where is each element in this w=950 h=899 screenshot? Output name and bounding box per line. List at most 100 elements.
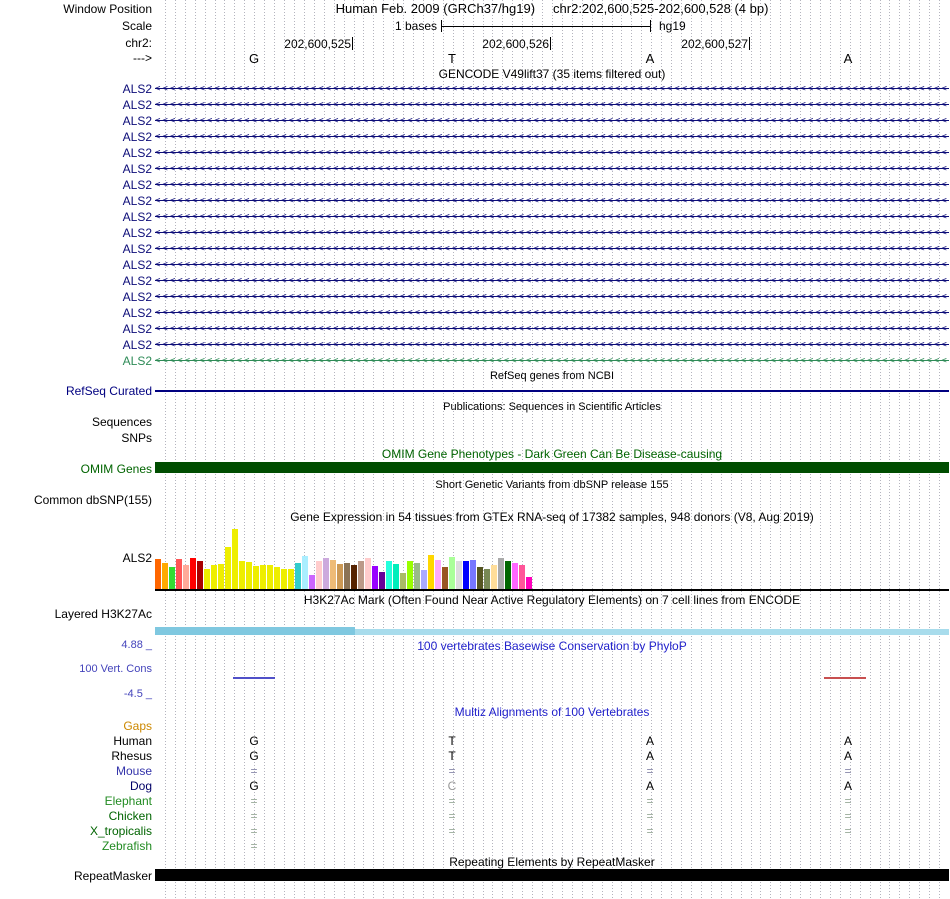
gtex-expression-bar [260, 565, 266, 589]
gene-label[interactable]: ALS2 [122, 354, 152, 368]
gene-label[interactable]: ALS2 [122, 82, 152, 96]
alignment-row-x_tropicalis: X_tropicalis = = = = [0, 824, 950, 839]
gene-label[interactable]: ALS2 [122, 306, 152, 320]
gencode-transcript-row: ALS2 <<<<<<<<<<<<<<<<<<<<<<<<<<<<<<<<<<<<… [0, 257, 950, 273]
omim-genes-bar[interactable] [155, 462, 949, 473]
transcript-line[interactable]: <<<<<<<<<<<<<<<<<<<<<<<<<<<<<<<<<<<<<<<<… [155, 356, 949, 366]
phylop-track-label[interactable]: 100 Vert. Cons [79, 663, 152, 675]
gencode-transcript-row: ALS2 <<<<<<<<<<<<<<<<<<<<<<<<<<<<<<<<<<<<… [0, 289, 950, 305]
gene-label[interactable]: ALS2 [122, 210, 152, 224]
gtex-expression-bar [456, 561, 462, 589]
refseq-curated-label[interactable]: RefSeq Curated [65, 384, 152, 398]
gtex-title: Gene Expression in 54 tissues from GTEx … [290, 510, 814, 524]
transcript-line[interactable]: <<<<<<<<<<<<<<<<<<<<<<<<<<<<<<<<<<<<<<<<… [155, 244, 949, 254]
repeatmasker-label[interactable]: RepeatMasker [73, 869, 152, 883]
coordinate-tick-label: 202,600,526 [482, 36, 549, 51]
species-label[interactable]: Rhesus [111, 749, 152, 763]
refseq-track-line[interactable] [155, 390, 949, 392]
grid-guideline [661, 0, 663, 899]
gene-label[interactable]: ALS2 [122, 322, 152, 336]
snps-label[interactable]: SNPs [121, 431, 152, 445]
alignment-base: T [448, 734, 456, 748]
transcript-line[interactable]: <<<<<<<<<<<<<<<<<<<<<<<<<<<<<<<<<<<<<<<<… [155, 148, 949, 158]
omim-genes-label[interactable]: OMIM Genes [80, 462, 152, 476]
gene-label[interactable]: ALS2 [122, 162, 152, 176]
grid-guideline [234, 0, 236, 899]
species-label[interactable]: Human [113, 734, 152, 748]
gene-label[interactable]: ALS2 [122, 178, 152, 192]
transcript-line[interactable]: <<<<<<<<<<<<<<<<<<<<<<<<<<<<<<<<<<<<<<<<… [155, 308, 949, 318]
grid-guideline [542, 0, 544, 899]
gencode-transcript-row: ALS2 <<<<<<<<<<<<<<<<<<<<<<<<<<<<<<<<<<<<… [0, 209, 950, 225]
gene-label[interactable]: ALS2 [122, 98, 152, 112]
gtex-expression-bar [484, 569, 490, 589]
gene-label[interactable]: ALS2 [122, 194, 152, 208]
transcript-line[interactable]: <<<<<<<<<<<<<<<<<<<<<<<<<<<<<<<<<<<<<<<<… [155, 116, 949, 126]
gene-label[interactable]: ALS2 [122, 290, 152, 304]
gencode-transcript-row: ALS2 <<<<<<<<<<<<<<<<<<<<<<<<<<<<<<<<<<<<… [0, 241, 950, 257]
dbsnp-label[interactable]: Common dbSNP(155) [33, 493, 152, 507]
grid-guideline [403, 0, 405, 899]
species-label[interactable]: Chicken [108, 809, 152, 823]
repeatmasker-bar[interactable] [155, 869, 949, 881]
gtex-baseline [155, 589, 949, 591]
gtex-expression-bar [358, 561, 364, 589]
range-title: chr2:202,600,525-202,600,528 (4 bp) [553, 1, 769, 16]
gtex-gene-label[interactable]: ALS2 [122, 551, 152, 565]
grid-guideline [274, 0, 276, 899]
gene-label[interactable]: ALS2 [122, 114, 152, 128]
gtex-expression-bar [505, 561, 511, 589]
species-label[interactable]: Zebrafish [101, 839, 152, 853]
gtex-expression-bar [295, 563, 301, 589]
transcript-line[interactable]: <<<<<<<<<<<<<<<<<<<<<<<<<<<<<<<<<<<<<<<<… [155, 100, 949, 110]
transcript-line[interactable]: <<<<<<<<<<<<<<<<<<<<<<<<<<<<<<<<<<<<<<<<… [155, 196, 949, 206]
transcript-line[interactable]: <<<<<<<<<<<<<<<<<<<<<<<<<<<<<<<<<<<<<<<<… [155, 212, 949, 222]
gencode-transcript-row: ALS2 <<<<<<<<<<<<<<<<<<<<<<<<<<<<<<<<<<<<… [0, 337, 950, 353]
h3k27ac-title: H3K27Ac Mark (Often Found Near Active Re… [303, 593, 801, 607]
transcript-line[interactable]: <<<<<<<<<<<<<<<<<<<<<<<<<<<<<<<<<<<<<<<<… [155, 84, 949, 94]
h3k27ac-label[interactable]: Layered H3K27Ac [54, 607, 152, 621]
h3k27ac-signal-strong[interactable] [155, 627, 355, 635]
grid-guideline [512, 0, 514, 899]
coordinate-tick-label: 202,600,525 [284, 36, 351, 51]
transcript-line[interactable]: <<<<<<<<<<<<<<<<<<<<<<<<<<<<<<<<<<<<<<<<… [155, 180, 949, 190]
multiz-track: Gaps Human G T A A Rhesus G T A A Mouse = = = = Dog G C A A E… [0, 719, 950, 854]
species-label[interactable]: Dog [129, 779, 152, 793]
position-title-row: Human Feb. 2009 (GRCh37/hg19) chr2:202,6… [155, 1, 949, 16]
gene-label[interactable]: ALS2 [122, 130, 152, 144]
gtex-expression-bar [225, 547, 231, 589]
species-label[interactable]: Mouse [115, 764, 152, 778]
gtex-expression-bar [323, 558, 329, 589]
grid-guideline [174, 0, 176, 899]
species-label[interactable]: Elephant [104, 794, 152, 808]
transcript-line[interactable]: <<<<<<<<<<<<<<<<<<<<<<<<<<<<<<<<<<<<<<<<… [155, 132, 949, 142]
gtex-expression-bar [274, 567, 280, 589]
coordinate-ruler[interactable]: 202,600,525 202,600,526 202,600,527 [0, 36, 950, 51]
transcript-line[interactable]: <<<<<<<<<<<<<<<<<<<<<<<<<<<<<<<<<<<<<<<<… [155, 292, 949, 302]
gene-label[interactable]: ALS2 [122, 274, 152, 288]
transcript-line[interactable]: <<<<<<<<<<<<<<<<<<<<<<<<<<<<<<<<<<<<<<<<… [155, 276, 949, 286]
transcript-line[interactable]: <<<<<<<<<<<<<<<<<<<<<<<<<<<<<<<<<<<<<<<<… [155, 260, 949, 270]
gene-label[interactable]: ALS2 [122, 242, 152, 256]
transcript-line[interactable]: <<<<<<<<<<<<<<<<<<<<<<<<<<<<<<<<<<<<<<<<… [155, 164, 949, 174]
transcript-line[interactable]: <<<<<<<<<<<<<<<<<<<<<<<<<<<<<<<<<<<<<<<<… [155, 340, 949, 350]
sequences-label[interactable]: Sequences [91, 415, 152, 429]
grid-guideline [244, 0, 246, 899]
gtex-expression-bar [477, 567, 483, 589]
gtex-bar-chart[interactable] [155, 527, 533, 589]
grid-guideline [552, 0, 553, 899]
gene-label[interactable]: ALS2 [122, 146, 152, 160]
transcript-line[interactable]: <<<<<<<<<<<<<<<<<<<<<<<<<<<<<<<<<<<<<<<<… [155, 324, 949, 334]
gtex-expression-bar [393, 564, 399, 589]
gene-label[interactable]: ALS2 [122, 226, 152, 240]
species-label[interactable]: Gaps [123, 719, 152, 733]
grid-guideline [303, 0, 305, 899]
grid-guideline [472, 0, 474, 899]
species-label[interactable]: X_tropicalis [89, 824, 152, 838]
alignment-base: A [645, 734, 655, 748]
gene-label[interactable]: ALS2 [122, 338, 152, 352]
h3k27ac-signal[interactable] [155, 629, 949, 635]
gtex-expression-bar [246, 562, 252, 589]
gene-label[interactable]: ALS2 [122, 258, 152, 272]
transcript-line[interactable]: <<<<<<<<<<<<<<<<<<<<<<<<<<<<<<<<<<<<<<<<… [155, 228, 949, 238]
